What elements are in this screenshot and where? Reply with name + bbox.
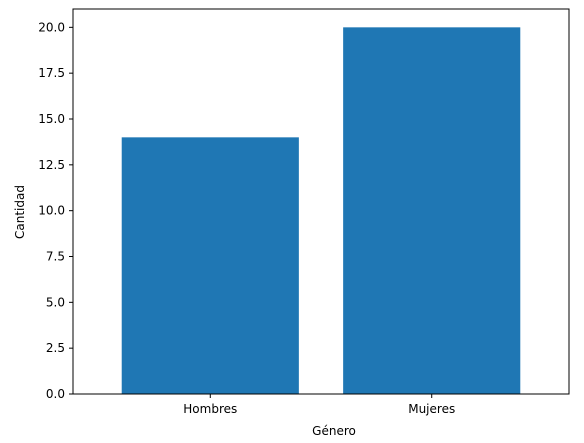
axes-spines (72, 8, 570, 395)
y-tick-label: 2.5 (46, 341, 65, 355)
y-axis-label: Cantidad (13, 185, 27, 239)
axes-frame (72, 8, 570, 395)
y-tick-label: 7.5 (46, 250, 65, 264)
x-axis-ticks: Hombres Mujeres (183, 394, 455, 416)
y-tick-label: 20.0 (38, 20, 65, 34)
y-tick-label: 17.5 (38, 66, 65, 80)
x-axis-label: Género (312, 424, 356, 438)
x-tick-label: Mujeres (408, 402, 455, 416)
bar-hombres (121, 137, 299, 395)
y-tick-label: 15.0 (38, 112, 65, 126)
bars-group (121, 27, 521, 395)
bar-mujeres (343, 27, 521, 394)
y-tick-label: 5.0 (46, 295, 65, 309)
y-tick-label: 10.0 (38, 204, 65, 218)
y-tick-label: 12.5 (38, 158, 65, 172)
x-tick-label: Hombres (183, 402, 237, 416)
y-axis-ticks: 0.0 2.5 5.0 7.5 10.0 12.5 15.0 17.5 20.0 (38, 20, 73, 401)
y-tick-label: 0.0 (46, 387, 65, 401)
